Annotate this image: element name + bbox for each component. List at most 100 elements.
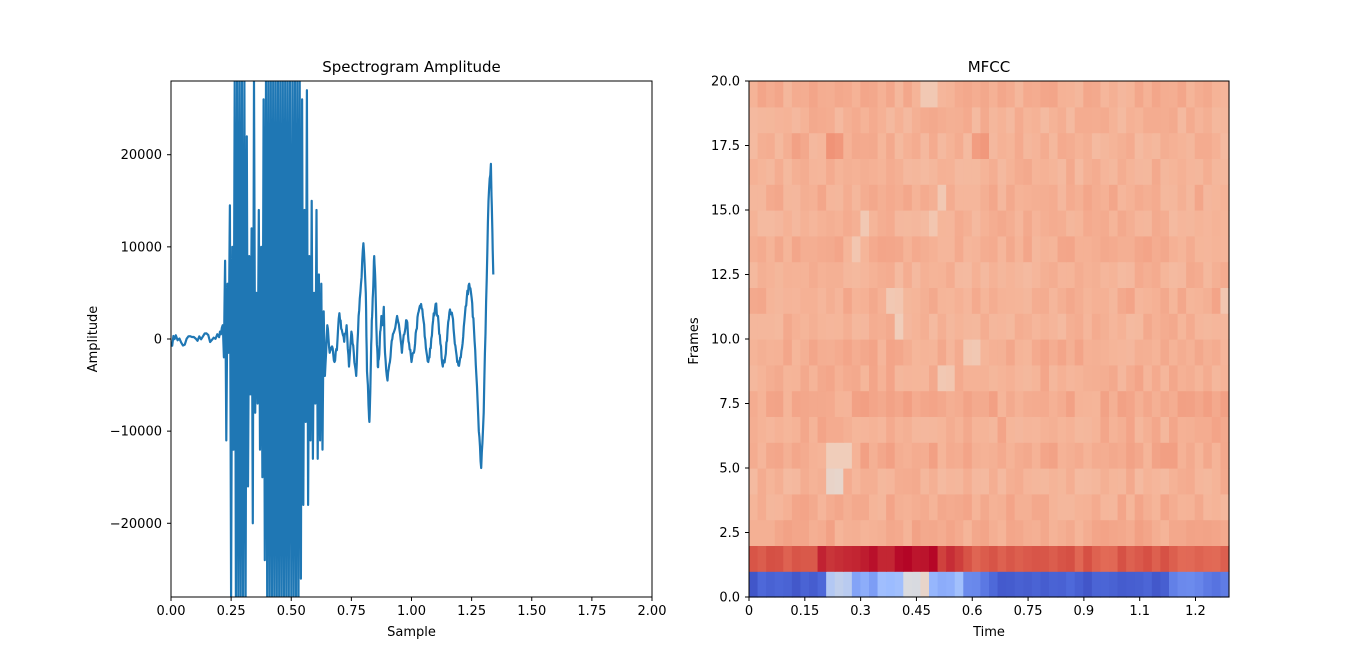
mfcc-cell xyxy=(1049,287,1059,314)
mfcc-cell xyxy=(1040,339,1050,366)
mfcc-cell xyxy=(1151,158,1162,185)
mfcc-cell xyxy=(800,468,810,495)
mfcc-cell xyxy=(980,339,990,366)
mfcc-cell xyxy=(860,442,870,469)
mfcc-cell xyxy=(843,493,853,521)
mfcc-cell xyxy=(1160,519,1170,546)
mfcc-cell xyxy=(1057,519,1067,546)
mfcc-cell xyxy=(1074,493,1084,521)
mfcc-cell xyxy=(774,235,784,263)
mfcc-cell xyxy=(826,571,836,598)
mfcc-cell xyxy=(937,235,947,263)
mfcc-cell xyxy=(1211,571,1222,598)
mfcc-cell xyxy=(1014,364,1024,392)
mfcc-cell xyxy=(1211,390,1222,417)
mfcc-cell xyxy=(1186,184,1196,211)
mfcc-cell xyxy=(954,571,964,598)
mfcc-cell xyxy=(1066,287,1076,314)
mfcc-cell xyxy=(937,81,947,108)
mfcc-cell xyxy=(1049,261,1059,288)
mfcc-cell xyxy=(911,132,922,159)
mfcc-cell xyxy=(971,287,982,314)
mfcc-cell xyxy=(834,416,844,443)
mfcc-cell xyxy=(920,339,930,366)
mfcc-cell xyxy=(886,390,896,417)
mfcc-cell xyxy=(954,545,964,572)
mfcc-cell xyxy=(1203,106,1213,134)
mfcc-cell xyxy=(1091,210,1102,237)
mfcc-cell xyxy=(894,158,904,185)
mfcc-cell xyxy=(834,261,844,288)
mfcc-cell xyxy=(1031,416,1042,443)
mfcc-cell xyxy=(1057,468,1067,495)
mfcc-cell xyxy=(954,493,964,521)
mfcc-cell xyxy=(1134,442,1144,469)
mfcc-cell xyxy=(843,313,853,340)
mfcc-cell xyxy=(1186,442,1196,469)
mfcc-cell xyxy=(963,106,973,134)
mfcc-cell xyxy=(749,339,759,366)
mfcc-cell xyxy=(1203,364,1213,392)
mfcc-x-ticks: 0 0.15 0.3 0.45 0.6 0.75 0.9 1.1 1.2 xyxy=(745,597,1206,619)
mfcc-cell xyxy=(1109,468,1119,495)
mfcc-cell xyxy=(1066,158,1076,185)
mfcc-cell xyxy=(903,235,913,263)
mfcc-cell xyxy=(920,571,930,598)
mfcc-cell xyxy=(1031,184,1042,211)
mfcc-cell xyxy=(1143,184,1153,211)
mfcc-cell xyxy=(937,390,947,417)
mfcc-cell xyxy=(800,519,810,546)
mfcc-cell xyxy=(877,519,887,546)
mfcc-cell xyxy=(1109,81,1119,108)
mfcc-cell xyxy=(946,416,956,443)
mfcc-cell xyxy=(1177,106,1187,134)
mfcc-cell xyxy=(843,210,853,237)
mfcc-cell xyxy=(971,571,982,598)
mfcc-cell xyxy=(1091,158,1102,185)
mfcc-cell xyxy=(817,81,827,108)
mfcc-cell xyxy=(929,287,939,314)
mfcc-cell xyxy=(929,339,939,366)
mfcc-cell xyxy=(1220,571,1230,598)
mfcc-cell xyxy=(929,364,939,392)
mfcc-cell xyxy=(1049,81,1059,108)
mfcc-cell xyxy=(937,287,947,314)
mfcc-cell xyxy=(1126,364,1136,392)
mfcc-cell xyxy=(1169,261,1179,288)
mfcc-cell xyxy=(1049,545,1059,572)
mfcc-cell xyxy=(1169,493,1179,521)
mfcc-cell xyxy=(1151,106,1162,134)
mfcc-cell xyxy=(1151,364,1162,392)
waveform-x-tick-label: 1.75 xyxy=(577,604,606,619)
mfcc-cell xyxy=(791,184,802,211)
mfcc-cell xyxy=(843,235,853,263)
mfcc-cell xyxy=(1203,519,1213,546)
mfcc-cell xyxy=(946,81,956,108)
mfcc-cell xyxy=(1091,416,1102,443)
mfcc-cell xyxy=(800,493,810,521)
mfcc-cell xyxy=(1151,545,1162,572)
mfcc-cell xyxy=(1040,210,1050,237)
mfcc-cell xyxy=(809,339,819,366)
mfcc-cell xyxy=(1083,339,1093,366)
mfcc-cell xyxy=(1160,416,1170,443)
mfcc-cell xyxy=(1134,468,1144,495)
mfcc-cell xyxy=(980,545,990,572)
waveform-y-tick-label: 10000 xyxy=(121,240,162,255)
mfcc-cell xyxy=(834,235,844,263)
mfcc-cell xyxy=(1049,519,1059,546)
mfcc-cell xyxy=(766,313,776,340)
mfcc-cell xyxy=(980,390,990,417)
mfcc-cell xyxy=(809,571,819,598)
mfcc-cell xyxy=(903,210,913,237)
mfcc-cell xyxy=(877,545,887,572)
mfcc-cell xyxy=(774,390,784,417)
mfcc-cell xyxy=(1151,210,1162,237)
mfcc-cell xyxy=(1066,519,1076,546)
mfcc-cell xyxy=(757,416,767,443)
mfcc-cell xyxy=(1006,210,1016,237)
mfcc-cell xyxy=(1117,339,1127,366)
mfcc-cell xyxy=(1006,287,1016,314)
mfcc-cell xyxy=(886,261,896,288)
mfcc-cell xyxy=(920,287,930,314)
